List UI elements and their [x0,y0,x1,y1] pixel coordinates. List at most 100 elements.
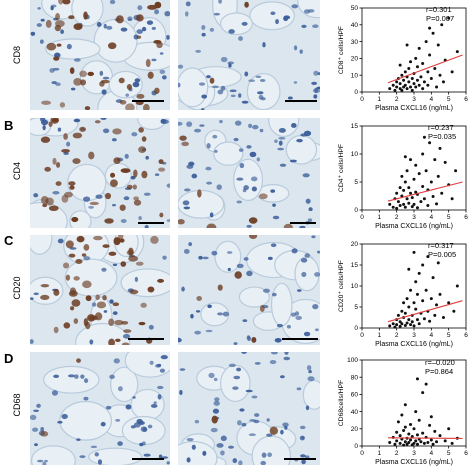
micrograph-cd68-low [178,352,320,465]
r-value: r=0.237 [428,123,454,132]
scatter-point [447,16,451,20]
scatter-point [415,65,419,69]
scatter-point [393,325,397,329]
scatter-point [407,267,411,271]
scatter-point [421,87,425,91]
scatter-point [395,206,399,210]
scatter-point [403,180,407,184]
scatter-point [450,197,454,201]
scatter-point [410,88,414,92]
x-tick-label: 2 [395,96,399,103]
scatter-point [415,433,419,437]
scatter-plot-cd8: 0 1 2 3 4 5 6 0 10 20 30 40 50 Plasma CXCL16 (ng/mL) C… [336,4,470,112]
scatter-point [450,441,454,445]
scatter-point [421,184,425,188]
y-tick-label: 40 [351,22,359,29]
x-axis-label: Plasma CXCL16 (ng/mL) [375,105,453,112]
regression-line [387,54,463,84]
scatter-point [422,197,426,201]
scatter-point [414,56,418,60]
scatter-point [407,201,411,205]
y-axis-label: CD20⁺ cells/HPF [338,260,345,312]
x-tick-label: 3 [412,332,416,339]
y-tick-label: 15 [351,262,359,269]
scatter-point [431,195,435,199]
x-tick-label: 2 [395,450,399,457]
scatter-point [388,324,392,328]
scatter-point [426,255,430,259]
scatter-point [440,191,444,195]
scatter-point [428,141,432,145]
scatter-point [407,186,411,190]
scatter-point [447,301,451,305]
y-tick-label: 100 [347,357,358,364]
scatter-point [400,73,404,77]
x-tick-label: 6 [464,332,468,339]
scatter-point [421,263,425,267]
scatter-point [431,276,435,280]
scatter-point [410,320,414,324]
row-label-cd20: CD20 [12,276,22,300]
stats-annotation-cd20: r=0.317 P=0.005 [428,241,456,259]
scatter-point [407,305,411,309]
scatter-point [396,420,400,424]
scatter-point [398,63,402,67]
x-tick-label: 2 [395,332,399,339]
x-tick-label: 0 [360,96,364,103]
scatter-point [414,163,418,167]
scatter-point [415,78,419,82]
x-tick-label: 0 [360,332,364,339]
scatter-point [412,427,416,431]
scatter-point [417,322,421,326]
stats-annotation-cd68: r=–0.020 P=0.864 [425,358,455,376]
scatter-plot-cd4: 0 1 2 3 4 5 6 0 5 10 15 Plasma CXCL16 (ng/mL) CD4⁺ c… [336,122,470,230]
scatter-point [398,320,402,324]
y-tick-label: 10 [351,151,359,158]
scatter-point [407,441,411,445]
scatter-point [395,439,399,443]
scatter-point [431,31,435,35]
panel-letter-d: D [4,351,14,366]
scatter-point [410,435,414,439]
scatter-point [400,413,404,417]
scatter-point [424,288,428,292]
x-tick-label: 5 [447,332,451,339]
scatter-point [419,75,423,79]
p-value: P=0.007 [426,13,455,23]
y-tick-label: 0 [354,325,358,332]
scatter-point [402,429,406,433]
row-label-cd4: CD4 [12,162,22,181]
scatter-point [412,202,416,206]
scatter-point [407,66,411,70]
scatter-point [422,135,426,139]
scatter-point [402,188,406,192]
scale-bar [138,222,164,224]
scatter-point [400,174,404,178]
scatter-point [426,83,430,87]
scatter-point [426,70,430,74]
scatter-point [409,60,413,64]
regression-line [387,181,463,202]
scatter-point [412,82,416,86]
scale-bar [132,458,164,460]
regression-line [387,437,463,439]
scatter-point [391,83,395,87]
scatter-point [441,316,445,319]
scatter-point [454,169,458,173]
y-tick-label: 40 [351,409,359,416]
scatter-point [424,169,428,173]
x-tick-label: 6 [464,214,468,221]
scatter-point [447,427,451,431]
scatter-point [424,40,428,44]
panel-letter-b: B [4,118,14,133]
scatter-point [417,46,421,50]
scatter-point [412,250,416,254]
scatter-point [412,324,416,328]
scatter-point [388,202,392,206]
scatter-point [393,442,397,446]
x-tick-label: 4 [430,332,434,339]
scatter-point [421,299,425,303]
scatter-point [402,202,406,206]
y-tick-label: 15 [351,123,359,130]
